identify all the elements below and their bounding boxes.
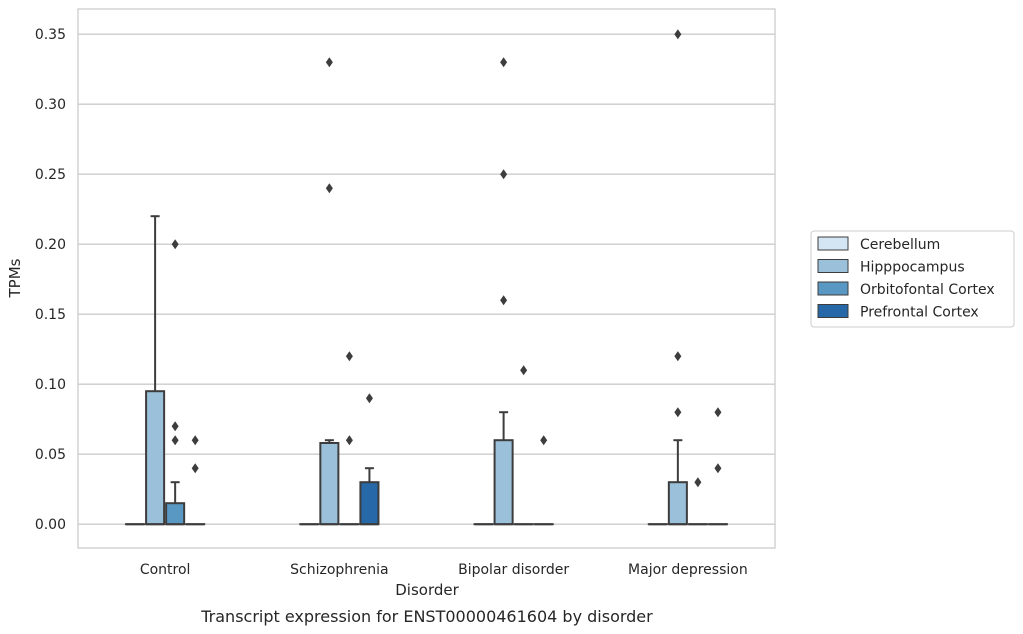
x-tick-label: Control <box>140 562 191 578</box>
legend-swatch <box>817 259 849 273</box>
flier-point <box>171 239 179 250</box>
y-tick-label: 0.20 <box>35 237 66 253</box>
x-tick-labels: Control Schizophrenia Bipolar disorder Majo… <box>140 562 748 578</box>
flier-point <box>171 435 179 446</box>
boxes <box>125 29 728 526</box>
flier-point <box>694 477 702 488</box>
flier-point <box>520 365 528 376</box>
flier-point <box>345 351 353 362</box>
box-orbitofontal-cortex <box>165 239 186 526</box>
box-hipppocampus <box>667 29 688 526</box>
legend-swatch <box>817 281 849 296</box>
box-prefrontal-cortex <box>533 435 554 526</box>
flier-point <box>191 463 199 474</box>
box-body <box>493 439 514 526</box>
flier-point <box>714 463 722 474</box>
flier-point <box>500 57 508 68</box>
chart-title: Transcript expression for ENST0000046160… <box>200 607 653 626</box>
flier-point <box>674 351 682 362</box>
legend-label: Hipppocampus <box>860 260 965 276</box>
legend: Cerebellum Hipppocampus Orbitofontal Corte… <box>810 230 1015 328</box>
flier-point <box>500 295 508 306</box>
y-tick-label: 0.15 <box>35 307 66 323</box>
x-tick-label: Schizophrenia <box>290 562 388 578</box>
flier-point <box>191 435 199 446</box>
legend-label: Prefrontal Cortex <box>860 305 979 321</box>
box-orbitofontal-cortex <box>339 351 360 526</box>
legend-swatch <box>817 304 849 318</box>
y-grid <box>78 33 775 525</box>
box-hipppocampus <box>319 57 340 526</box>
plot-frame <box>77 8 776 549</box>
flier-point <box>674 407 682 418</box>
box-body <box>319 442 340 526</box>
box-body <box>145 390 166 526</box>
flier-point <box>325 57 333 68</box>
y-axis-label: TPMs <box>6 258 24 298</box>
flier-point <box>540 435 548 446</box>
x-tick-label: Major depression <box>628 562 748 578</box>
box-body <box>359 481 380 526</box>
box-hipppocampus <box>493 57 514 526</box>
y-tick-label: 0.25 <box>35 167 66 183</box>
box-prefrontal-cortex <box>359 393 380 526</box>
y-tick-label: 0.35 <box>35 27 66 43</box>
flier-point <box>674 29 682 40</box>
box-prefrontal-cortex <box>707 407 728 526</box>
legend-label: Cerebellum <box>860 237 940 253</box>
flier-point <box>325 183 333 194</box>
box-hipppocampus <box>145 215 166 526</box>
x-tick-label: Bipolar disorder <box>458 562 569 578</box>
flier-point <box>365 393 373 404</box>
y-tick-label: 0.10 <box>35 377 66 393</box>
flier-point <box>171 421 179 432</box>
y-tick-label: 0.30 <box>35 97 66 113</box>
x-axis-label: Disorder <box>395 581 459 599</box>
box-body <box>165 502 186 526</box>
flier-point <box>500 169 508 180</box>
legend-frame <box>810 230 1015 328</box>
flier-point <box>714 407 722 418</box>
box-prefrontal-cortex <box>185 435 206 526</box>
box-orbitofontal-cortex <box>513 365 534 526</box>
flier-point <box>345 435 353 446</box>
y-tick-label: 0.05 <box>35 447 66 463</box>
y-tick-label: 0.00 <box>35 517 66 533</box>
box-body <box>667 481 688 526</box>
box-orbitofontal-cortex <box>687 477 708 526</box>
legend-swatch <box>817 236 849 251</box>
legend-label: Orbitofontal Cortex <box>860 282 995 298</box>
y-tick-labels: 0.00 0.05 0.10 0.15 0.20 0.25 0.30 0.35 <box>35 27 66 533</box>
plot-area-border <box>77 8 776 549</box>
